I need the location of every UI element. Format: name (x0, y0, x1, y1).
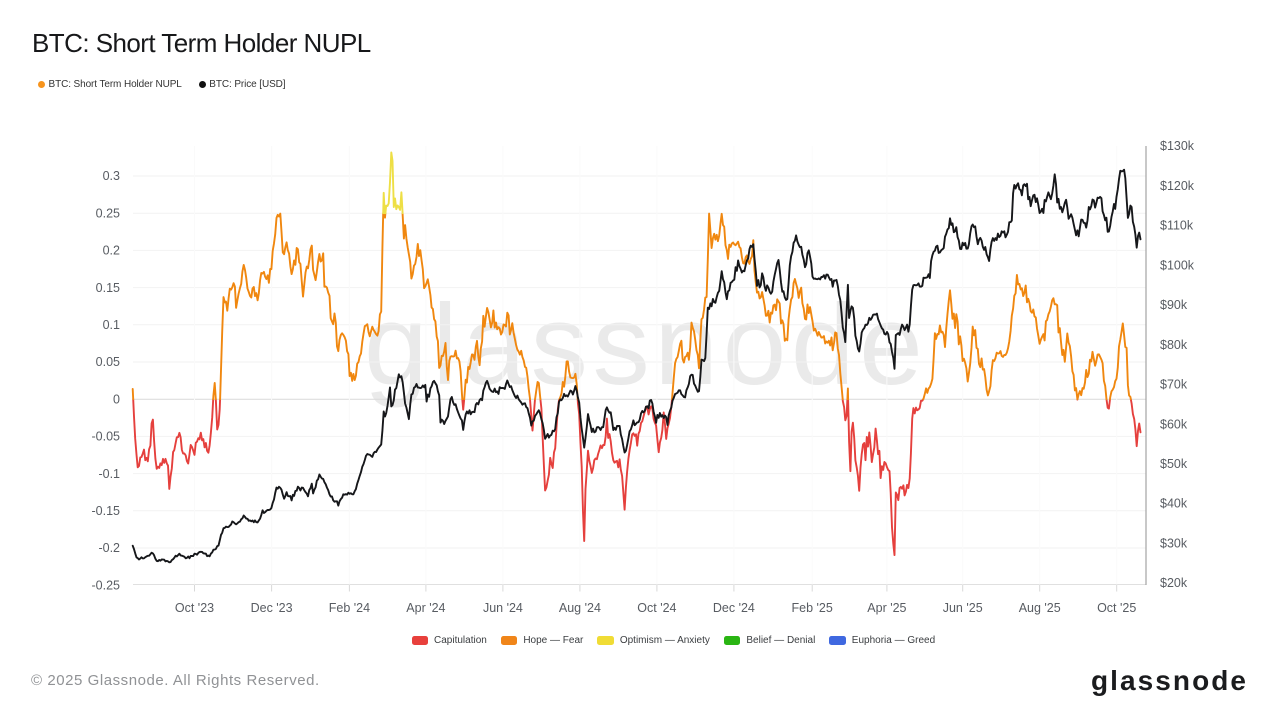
svg-text:-0.05: -0.05 (92, 430, 121, 444)
svg-text:Oct '23: Oct '23 (175, 601, 214, 615)
svg-text:$80k: $80k (1160, 338, 1188, 352)
svg-text:0.2: 0.2 (103, 244, 120, 258)
svg-text:$30k: $30k (1160, 537, 1188, 551)
svg-text:Feb '24: Feb '24 (329, 601, 370, 615)
svg-text:-0.25: -0.25 (92, 578, 121, 592)
svg-text:0.25: 0.25 (96, 206, 120, 220)
svg-text:Dec '23: Dec '23 (251, 601, 293, 615)
svg-text:Apr '25: Apr '25 (867, 601, 906, 615)
svg-text:Feb '25: Feb '25 (792, 601, 833, 615)
svg-text:$100k: $100k (1160, 258, 1195, 272)
svg-text:Aug '24: Aug '24 (559, 601, 601, 615)
svg-text:Dec '24: Dec '24 (713, 601, 755, 615)
svg-text:$110k: $110k (1160, 219, 1194, 233)
svg-text:Aug '25: Aug '25 (1019, 601, 1061, 615)
svg-text:0.1: 0.1 (103, 318, 120, 332)
svg-text:Oct '25: Oct '25 (1097, 601, 1136, 615)
svg-text:0.3: 0.3 (103, 169, 120, 183)
svg-text:-0.1: -0.1 (98, 467, 120, 481)
svg-text:$120k: $120k (1160, 179, 1195, 193)
svg-text:Jun '24: Jun '24 (483, 601, 523, 615)
svg-text:Jun '25: Jun '25 (943, 601, 983, 615)
svg-text:$40k: $40k (1160, 497, 1188, 511)
svg-text:Apr '24: Apr '24 (406, 601, 445, 615)
svg-text:Oct '24: Oct '24 (637, 601, 676, 615)
svg-text:$60k: $60k (1160, 417, 1188, 431)
svg-text:0: 0 (113, 392, 120, 406)
svg-text:-0.15: -0.15 (92, 504, 121, 518)
svg-text:$130k: $130k (1160, 139, 1195, 153)
svg-text:$20k: $20k (1160, 576, 1188, 590)
svg-text:$70k: $70k (1160, 378, 1188, 392)
svg-text:0.15: 0.15 (96, 281, 120, 295)
svg-text:-0.2: -0.2 (98, 541, 120, 555)
svg-text:$50k: $50k (1160, 457, 1188, 471)
svg-text:$90k: $90k (1160, 298, 1188, 312)
svg-text:0.05: 0.05 (96, 355, 120, 369)
